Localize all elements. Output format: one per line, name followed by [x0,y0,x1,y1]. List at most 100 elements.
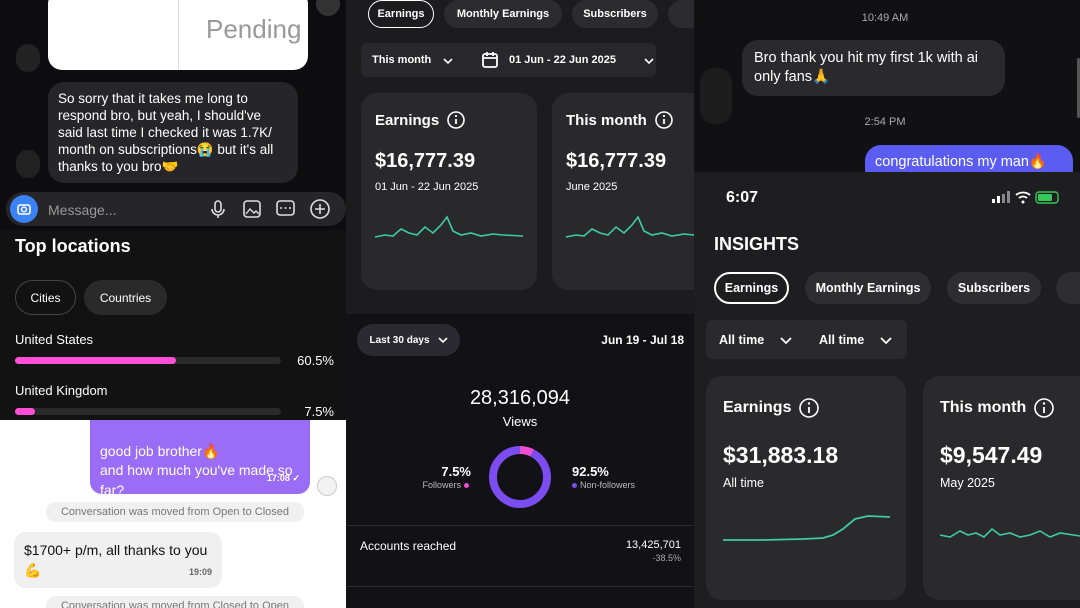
filter-bar: All time All time [706,320,907,359]
info-icon[interactable] [447,111,465,129]
amount: $9,547.49 [940,442,1043,468]
info-icon[interactable] [1034,398,1055,418]
page-title: INSIGHTS [714,234,800,254]
legend-text: Non-followers [580,480,636,490]
info-icon[interactable] [799,398,820,418]
dm-chat-2: 10:49 AM Bro thank you hit my first 1k w… [694,0,1080,172]
views-count: 28,316,094 [469,387,571,409]
card-title-text: Earnings [375,111,440,129]
timestamp: 10:49 AM [861,12,909,24]
card-subtitle: All time [723,476,764,490]
divider [346,586,694,587]
filter-bar: This month 01 Jun - 22 Jun 2025 [361,43,656,77]
message-text: good job brother🔥 and how much you've ma… [100,442,293,498]
non-followers-percent: 92.5% [572,464,609,479]
top-locations: Top locations Cities Countries United St… [0,230,346,420]
section-title: Top locations [15,236,131,256]
earnings-card: Earnings $31,883.18 All time [706,376,906,600]
tab-active[interactable]: Earnings [368,0,434,28]
month-card: This month $16,777.39 June 2025 [552,93,694,290]
month-card: This month $9,547.49 May 2025 [923,376,1080,600]
tab[interactable]: Subscribers [572,0,658,28]
time: 19:09 [188,567,212,577]
tab[interactable] [668,0,694,28]
location-percent: 7.5% [304,404,334,419]
range-text: Last 30 days [369,334,430,346]
views-label: Views [502,414,538,429]
donut-segment [489,446,551,508]
avatar [16,44,40,72]
scrollbar [1077,58,1080,118]
date-range: Jun 19 - Jul 18 [601,333,684,347]
status-time: 6:07 [726,189,759,206]
card-subtitle: 01 Jun - 22 Jun 2025 [375,181,479,193]
message-input[interactable]: Message... [6,192,346,226]
time-text: 17:08 [266,472,290,483]
avatar [16,150,40,178]
message-text: $1700+ p/m, all thanks to you 💪 [24,542,208,578]
card-subtitle: June 2025 [566,181,618,193]
card-subtitle: May 2025 [940,476,995,490]
legend-text: Followers [422,480,461,490]
card-title-text: This month [940,399,1027,416]
placeholder: Message... [48,202,117,218]
notice: Conversation was moved from Open to Clos… [46,502,304,522]
filter-select[interactable]: All time [719,333,792,347]
range-button[interactable]: Last 30 days [357,324,460,356]
tab[interactable] [1056,272,1080,304]
sparkline [723,515,891,541]
input-icons [211,199,330,219]
card-title: Earnings [723,398,820,418]
divider [178,0,179,70]
chevron [880,336,892,344]
tab[interactable]: Monthly Earnings [444,0,562,28]
divider [346,525,694,526]
avatar [700,68,732,124]
card-title: This month [940,398,1055,418]
period-select[interactable]: This month [372,54,432,66]
earnings-app: Earnings Monthly Earnings Subscribers Th… [346,0,694,314]
followers-percent: 7.5% [441,464,471,479]
location-name: United Kingdom [15,383,108,398]
share-icon[interactable] [316,0,340,16]
metric-value: 13,425,701 [625,539,681,551]
non-followers-legend: Non-followers [572,480,635,490]
message-bubble: So sorry that it takes me long to respon… [48,82,298,183]
card-title: Earnings [375,111,465,129]
amount: $16,777.39 [375,150,476,172]
time: 17:08 ✓ [266,472,300,483]
views-app: Last 30 days Jun 19 - Jul 18 28,316,094 … [346,314,694,608]
filter-select[interactable]: All time [819,333,892,347]
bar-track [15,408,281,415]
avatar [317,476,337,496]
tab[interactable]: Subscribers [947,272,1041,304]
tab-active[interactable]: Countries [84,280,167,315]
legend-dot [464,482,469,488]
donut-chart [489,446,551,508]
info-icon[interactable] [655,111,673,129]
chevron [443,58,453,65]
card-title-text: Earnings [723,399,792,416]
sent-bubble: congratulations my man🔥 [865,145,1073,172]
chevron [644,58,654,65]
tab[interactable]: Monthly Earnings [805,272,931,304]
chevron [780,336,792,344]
received-bubble: $1700+ p/m, all thanks to you 💪 19:09 [14,532,222,588]
metric-change: -38.5% [652,553,681,563]
notice: Conversation was moved from Closed to Op… [46,596,304,608]
camera-button[interactable] [10,195,38,223]
insights-app: 6:07 INSIGHTS Earnings Monthly Earnings … [694,172,1080,608]
sparkline [374,215,524,238]
tab-active[interactable]: Earnings [714,272,789,304]
card-title-text: This month [566,111,647,129]
dm-chat: Pending So sorry that it takes me long t… [0,0,346,230]
amount: $16,777.39 [566,150,667,172]
tab[interactable]: Cities [15,280,76,315]
sparkline [565,215,694,238]
chevron [437,337,448,344]
location-name: United States [15,332,94,347]
sparkline [939,527,1080,538]
date-range[interactable]: 01 Jun - 22 Jun 2025 [509,54,616,66]
location-percent: 60.5% [297,353,334,368]
